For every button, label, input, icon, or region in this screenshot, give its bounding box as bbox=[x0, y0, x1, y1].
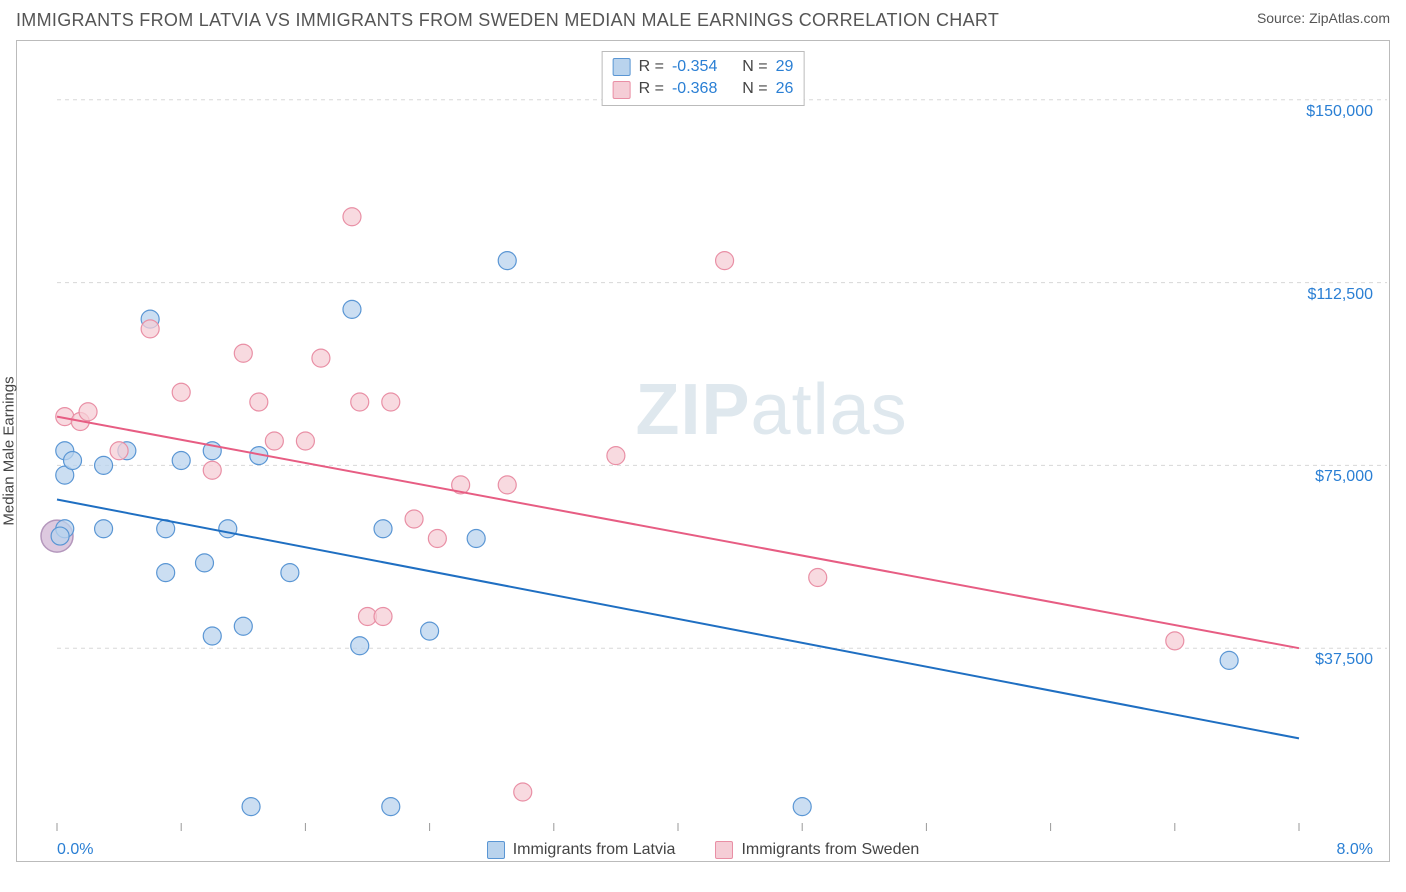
swatch-sweden bbox=[613, 81, 631, 99]
legend-swatch-latvia bbox=[487, 841, 505, 859]
source-label: Source: bbox=[1257, 10, 1309, 26]
r-label: R = bbox=[639, 78, 664, 100]
chart-area: Median Male Earnings ZIPatlas R = -0.354… bbox=[16, 40, 1390, 862]
scatter-plot bbox=[17, 41, 1389, 861]
y-tick-label: $112,500 bbox=[1307, 286, 1373, 304]
stats-box: R = -0.354 N = 29 R = -0.368 N = 26 bbox=[602, 51, 805, 106]
source-value: ZipAtlas.com bbox=[1309, 10, 1390, 26]
n-value-latvia: 29 bbox=[776, 56, 794, 78]
stats-row-latvia: R = -0.354 N = 29 bbox=[613, 56, 794, 78]
legend-item-sweden: Immigrants from Sweden bbox=[715, 841, 919, 859]
y-tick-label: $150,000 bbox=[1306, 103, 1373, 121]
chart-title: IMMIGRANTS FROM LATVIA VS IMMIGRANTS FRO… bbox=[16, 10, 999, 31]
n-value-sweden: 26 bbox=[776, 78, 794, 100]
n-label: N = bbox=[742, 78, 767, 100]
n-label: N = bbox=[742, 56, 767, 78]
r-value-sweden: -0.368 bbox=[672, 78, 717, 100]
legend-label-sweden: Immigrants from Sweden bbox=[741, 841, 919, 859]
legend: Immigrants from Latvia Immigrants from S… bbox=[17, 841, 1389, 859]
swatch-latvia bbox=[613, 58, 631, 76]
y-tick-label: $75,000 bbox=[1315, 468, 1373, 486]
y-tick-label: $37,500 bbox=[1315, 651, 1373, 669]
r-value-latvia: -0.354 bbox=[672, 56, 717, 78]
r-label: R = bbox=[639, 56, 664, 78]
y-axis-label: Median Male Earnings bbox=[1, 376, 18, 525]
stats-row-sweden: R = -0.368 N = 26 bbox=[613, 78, 794, 100]
legend-label-latvia: Immigrants from Latvia bbox=[513, 841, 676, 859]
legend-swatch-sweden bbox=[715, 841, 733, 859]
legend-item-latvia: Immigrants from Latvia bbox=[487, 841, 676, 859]
source-attribution: Source: ZipAtlas.com bbox=[1257, 10, 1390, 26]
